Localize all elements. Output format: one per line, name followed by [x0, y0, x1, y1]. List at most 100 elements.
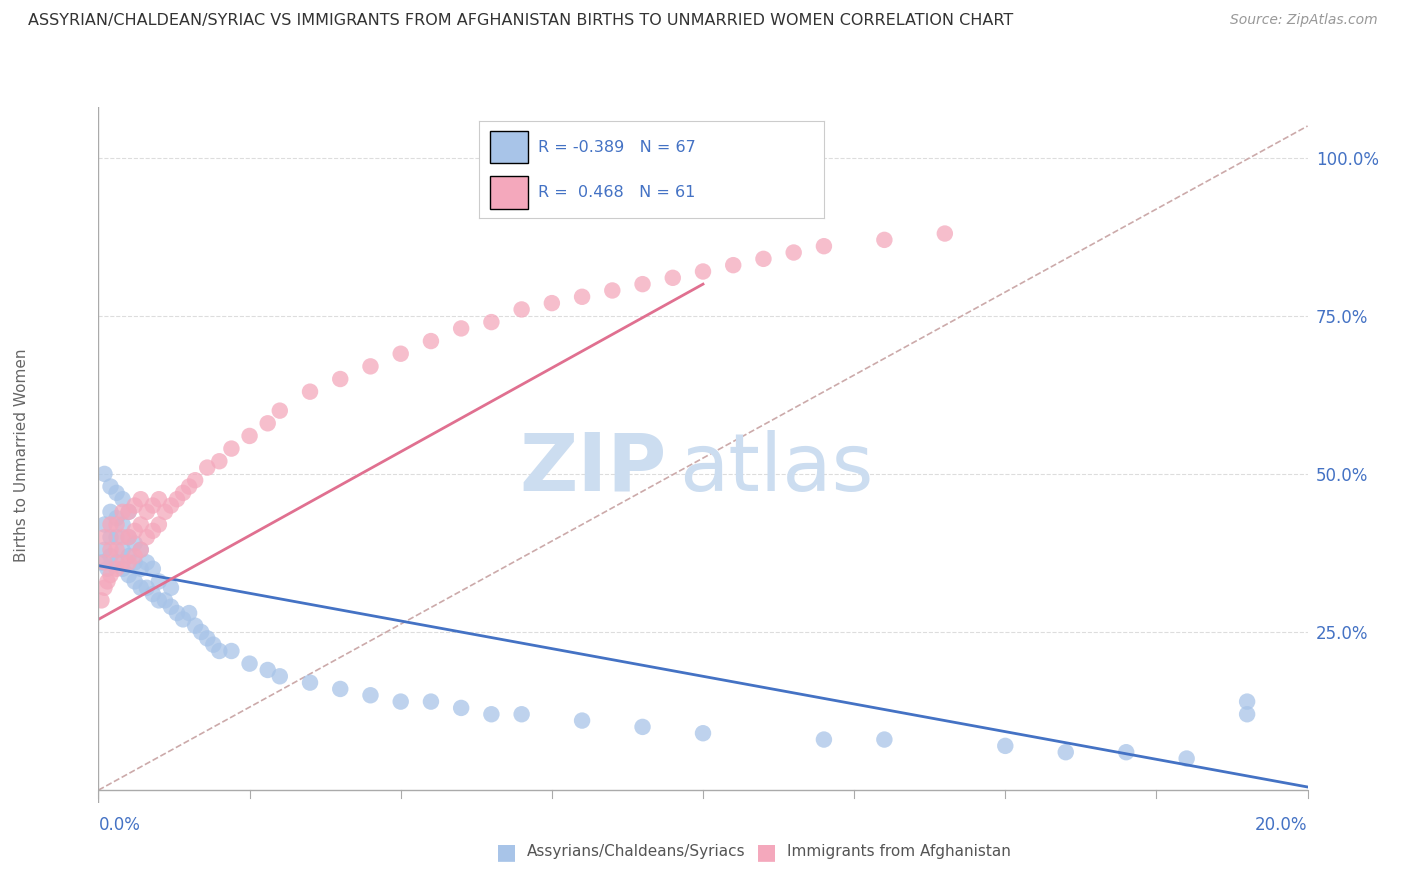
- Point: [111, 542, 134, 557]
- Text: 20.0%: 20.0%: [1256, 816, 1308, 834]
- Point: [105, 511, 128, 525]
- Point: [239, 429, 262, 443]
- Point: [873, 233, 896, 247]
- Point: [142, 524, 165, 538]
- Point: [208, 454, 231, 468]
- Point: [179, 479, 201, 493]
- Point: [93, 517, 115, 532]
- Text: ■: ■: [496, 842, 516, 862]
- Point: [93, 581, 115, 595]
- Point: [105, 517, 128, 532]
- Point: [142, 562, 165, 576]
- Point: [105, 530, 128, 544]
- Point: [934, 227, 956, 241]
- Point: [631, 277, 654, 292]
- Point: [118, 549, 141, 563]
- Point: [166, 606, 188, 620]
- Point: [93, 530, 115, 544]
- Point: [135, 556, 157, 570]
- Point: [148, 593, 170, 607]
- Point: [111, 517, 134, 532]
- Point: [571, 290, 593, 304]
- Point: [783, 245, 806, 260]
- Point: [299, 384, 322, 399]
- Point: [93, 467, 115, 481]
- Point: [124, 536, 146, 550]
- Point: [813, 732, 835, 747]
- Point: [1236, 695, 1258, 709]
- Point: [692, 264, 714, 278]
- Point: [129, 542, 152, 557]
- Point: [129, 517, 152, 532]
- Point: [111, 492, 134, 507]
- Point: [269, 403, 291, 417]
- Point: [389, 347, 412, 361]
- Point: [118, 530, 141, 544]
- Point: [481, 707, 503, 722]
- Point: [118, 556, 141, 570]
- Point: [153, 593, 176, 607]
- Point: [420, 334, 443, 348]
- Point: [221, 442, 243, 456]
- Point: [195, 460, 218, 475]
- Point: [160, 599, 183, 614]
- Point: [124, 524, 146, 538]
- Point: [540, 296, 562, 310]
- Text: Immigrants from Afghanistan: Immigrants from Afghanistan: [787, 845, 1011, 859]
- Point: [160, 581, 183, 595]
- Point: [124, 574, 146, 589]
- Point: [111, 505, 134, 519]
- Text: ■: ■: [756, 842, 776, 862]
- Point: [124, 556, 146, 570]
- Point: [662, 270, 685, 285]
- Point: [873, 732, 896, 747]
- Point: [221, 644, 243, 658]
- Point: [148, 492, 170, 507]
- Point: [269, 669, 291, 683]
- Point: [420, 695, 443, 709]
- Point: [100, 479, 122, 493]
- Point: [105, 562, 128, 576]
- Point: [100, 505, 122, 519]
- Point: [184, 618, 207, 632]
- Point: [184, 473, 207, 487]
- Point: [90, 556, 112, 570]
- Point: [450, 321, 472, 335]
- Point: [129, 581, 152, 595]
- Point: [360, 359, 382, 374]
- Text: Assyrians/Chaldeans/Syriacs: Assyrians/Chaldeans/Syriacs: [527, 845, 745, 859]
- Text: Source: ZipAtlas.com: Source: ZipAtlas.com: [1230, 13, 1378, 28]
- Point: [100, 549, 122, 563]
- Point: [389, 695, 412, 709]
- Point: [93, 556, 115, 570]
- Point: [813, 239, 835, 253]
- Point: [148, 574, 170, 589]
- Point: [602, 284, 624, 298]
- Point: [135, 505, 157, 519]
- Point: [100, 542, 122, 557]
- Point: [90, 593, 112, 607]
- Point: [723, 258, 745, 272]
- Point: [450, 701, 472, 715]
- Point: [179, 606, 201, 620]
- Point: [1175, 751, 1198, 765]
- Text: atlas: atlas: [679, 430, 873, 508]
- Point: [105, 556, 128, 570]
- Point: [692, 726, 714, 740]
- Point: [166, 492, 188, 507]
- Point: [190, 625, 212, 640]
- Point: [135, 530, 157, 544]
- Point: [148, 517, 170, 532]
- Text: 0.0%: 0.0%: [98, 816, 141, 834]
- Point: [129, 492, 152, 507]
- Point: [510, 707, 533, 722]
- Point: [172, 612, 194, 626]
- Point: [256, 663, 278, 677]
- Text: ZIP: ZIP: [519, 430, 666, 508]
- Point: [571, 714, 593, 728]
- Point: [160, 499, 183, 513]
- Point: [1115, 745, 1137, 759]
- Point: [93, 542, 115, 557]
- Point: [105, 542, 128, 557]
- Point: [329, 681, 352, 696]
